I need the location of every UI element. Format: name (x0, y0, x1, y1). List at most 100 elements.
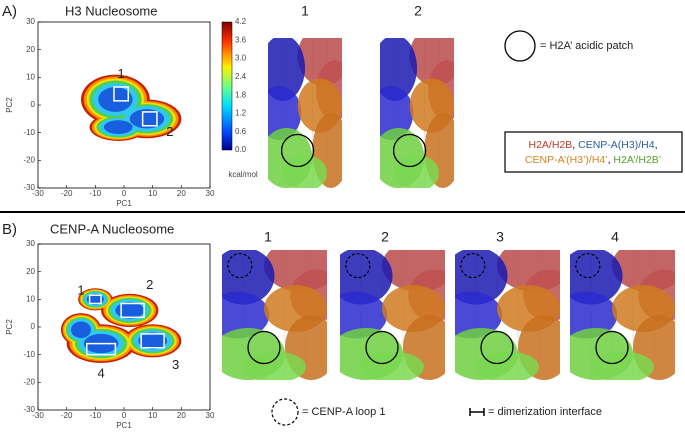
y-axis-label: PC2 (5, 319, 14, 335)
y-tick-label: 20 (26, 45, 35, 54)
x-tick-label: 10 (148, 411, 157, 420)
x-tick-label: -20 (61, 411, 73, 420)
chain-name: CENP-A(H3)/H4 (578, 139, 655, 151)
state-label: 2 (146, 277, 153, 292)
energy-basin (86, 293, 104, 305)
helix (394, 155, 440, 188)
helix (282, 155, 328, 188)
helix (380, 86, 414, 140)
energy-basin (103, 120, 133, 135)
colorbar-label: 3.6 (235, 35, 247, 44)
structure-label: 4 (611, 229, 619, 245)
structure-label: 2 (414, 3, 422, 19)
legend-text: = CENP-A loop 1 (302, 406, 385, 418)
y-tick-label: 10 (26, 294, 35, 303)
state-box (113, 86, 130, 102)
loop-1 (345, 253, 371, 279)
colorbar-label: 0.6 (235, 127, 247, 136)
structure-label: 1 (301, 3, 309, 19)
state-label: 1 (118, 66, 125, 81)
state-label: 1 (77, 282, 84, 297)
panel-title: CENP-A Nucleosome (50, 221, 174, 236)
helix (570, 291, 618, 339)
panel-label: A) (2, 3, 17, 20)
helix (340, 291, 388, 339)
x-tick-label: 0 (122, 411, 127, 420)
x-tick-label: -30 (32, 411, 44, 420)
colorbar-label: 1.8 (235, 90, 247, 99)
y-tick-label: -20 (23, 377, 35, 386)
y-tick-label: -10 (23, 350, 35, 359)
helix (455, 250, 508, 305)
structure-image (380, 38, 454, 188)
acidic-patch (280, 133, 315, 168)
loop-1 (460, 253, 486, 279)
colorbar-label: 0.0 (235, 145, 247, 154)
chain-legend-line: CENP-A’(H3’)/H4’, H2A’/H2B’ (525, 154, 661, 166)
chain-legend-box (504, 131, 683, 173)
y-tick-label: 20 (26, 267, 35, 276)
chain-legend-line: H2A/H2B, CENP-A(H3)/H4, (529, 139, 658, 151)
x-tick-label: -20 (61, 189, 73, 198)
helix (361, 351, 424, 380)
energy-basin (115, 302, 145, 319)
x-tick-label: 30 (206, 411, 215, 420)
helix (268, 86, 302, 140)
x-tick-label: -10 (90, 411, 102, 420)
y-tick-label: -30 (23, 183, 35, 192)
legend-text: = H2A’ acidic patch (540, 40, 633, 52)
y-axis-label: PC2 (5, 97, 14, 113)
chain-name: , (608, 154, 614, 166)
y-tick-label: 10 (26, 72, 35, 81)
x-tick-label: 10 (148, 189, 157, 198)
colorbar-label: 1.2 (235, 109, 247, 118)
structure-image (268, 38, 342, 188)
x-tick-label: -10 (90, 189, 102, 198)
colorbar-unit: kcal/mol (228, 170, 258, 179)
energy-basin (70, 321, 92, 339)
energy-basin (129, 109, 165, 129)
loop-1 (575, 253, 601, 279)
structure-image (570, 250, 675, 380)
y-tick-label: 30 (26, 17, 35, 26)
helix (380, 38, 417, 101)
energy-basin (138, 332, 168, 350)
y-tick-label: -20 (23, 155, 35, 164)
panel-title: H3 Nucleosome (65, 3, 158, 18)
state-box (120, 302, 145, 319)
acidic-patch (247, 330, 281, 365)
helix (591, 351, 654, 380)
state-label: 2 (166, 124, 173, 139)
legend-text: = dimerization interface (488, 406, 602, 418)
x-axis-label: PC1 (116, 421, 132, 430)
state-box (88, 294, 102, 305)
panel-label: B) (2, 221, 17, 238)
state-label: 3 (172, 357, 179, 372)
x-tick-label: 20 (177, 411, 186, 420)
y-tick-label: -30 (23, 405, 35, 414)
energy-basin (98, 87, 133, 112)
y-tick-label: -10 (23, 128, 35, 137)
y-tick-label: 0 (31, 322, 36, 331)
y-tick-label: 0 (31, 100, 36, 109)
helix (243, 351, 306, 380)
colorbar (221, 21, 233, 151)
helix (455, 291, 503, 339)
structure-label: 1 (264, 229, 272, 245)
helix (268, 38, 305, 101)
structure-image (455, 250, 560, 380)
chain-name: H2A’/H2B’ (613, 154, 661, 166)
state-box (140, 333, 165, 349)
chain-name: , (572, 139, 578, 151)
acidic-patch (480, 330, 514, 365)
x-tick-label: 30 (206, 189, 215, 198)
chain-name: H2A/H2B (529, 139, 573, 151)
colorbar-label: 4.2 (235, 17, 247, 26)
legend-circle (504, 30, 536, 62)
chain-name: , (655, 139, 658, 151)
acidic-patch (392, 133, 427, 168)
helix (476, 351, 539, 380)
x-tick-label: 20 (177, 189, 186, 198)
x-tick-label: -30 (32, 189, 44, 198)
